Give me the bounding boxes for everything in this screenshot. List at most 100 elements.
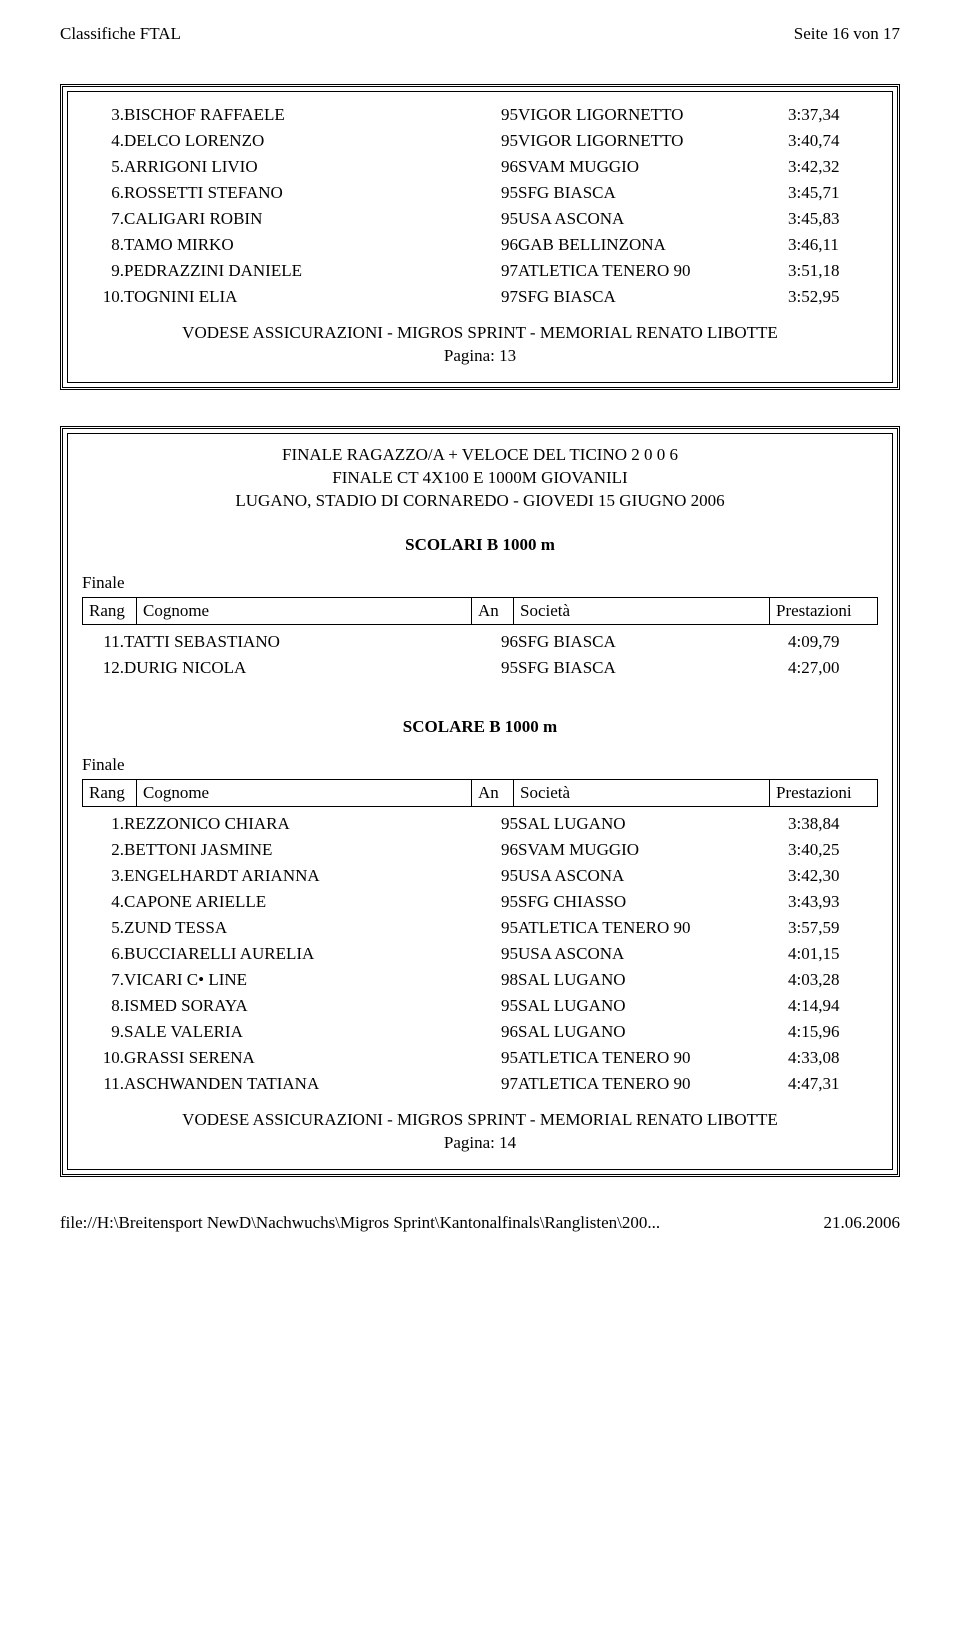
cell-an: 97 [470, 258, 518, 284]
results-tbody-3: 1.REZZONICO CHIARA95SAL LUGANO3:38,842.B… [82, 811, 878, 1097]
results-tbody-1: 3.BISCHOF RAFFAELE95VIGOR LIGORNETTO3:37… [82, 102, 878, 310]
cell-rank: 6. [82, 941, 124, 967]
cell-soc: GAB BELLINZONA [518, 232, 788, 258]
col-headers-row-2: Rang Cognome An Società Prestazioni [83, 779, 878, 806]
col-headers-2: Rang Cognome An Società Prestazioni [82, 779, 878, 807]
cell-an: 98 [470, 967, 518, 993]
results-frame-1-inner: 3.BISCHOF RAFFAELE95VIGOR LIGORNETTO3:37… [67, 91, 893, 383]
event-header: FINALE RAGAZZO/A + VELOCE DEL TICINO 2 0… [82, 444, 878, 513]
header-left: Classifiche FTAL [60, 24, 181, 44]
results-frame-1: 3.BISCHOF RAFFAELE95VIGOR LIGORNETTO3:37… [60, 84, 900, 390]
cell-name: ISMED SORAYA [124, 993, 470, 1019]
sponsor-line-2a: VODESE ASSICURAZIONI - MIGROS SPRINT - M… [82, 1109, 878, 1132]
cell-an: 95 [470, 993, 518, 1019]
result-row: 4.DELCO LORENZO95VIGOR LIGORNETTO3:40,74 [82, 128, 878, 154]
cell-name: REZZONICO CHIARA [124, 811, 470, 837]
cell-soc: SAL LUGANO [518, 993, 788, 1019]
col-rang: Rang [83, 779, 137, 806]
spacer [82, 681, 878, 707]
header-right: Seite 16 von 17 [794, 24, 900, 44]
cell-prest: 3:40,25 [788, 837, 878, 863]
cell-soc: SAL LUGANO [518, 967, 788, 993]
cell-prest: 3:45,83 [788, 206, 878, 232]
result-row: 10.GRASSI SERENA95ATLETICA TENERO 904:33… [82, 1045, 878, 1071]
cell-soc: ATLETICA TENERO 90 [518, 915, 788, 941]
cell-name: BETTONI JASMINE [124, 837, 470, 863]
cell-an: 95 [470, 1045, 518, 1071]
results-frame-2-inner: FINALE RAGAZZO/A + VELOCE DEL TICINO 2 0… [67, 433, 893, 1170]
result-row: 10.TOGNINI ELIA97SFG BIASCA3:52,95 [82, 284, 878, 310]
result-row: 7.VICARI C• LINE98SAL LUGANO4:03,28 [82, 967, 878, 993]
finale-label-1: Finale [82, 573, 878, 593]
cell-rank: 12. [82, 655, 124, 681]
cell-rank: 6. [82, 180, 124, 206]
cell-prest: 3:45,71 [788, 180, 878, 206]
result-row: 11.TATTI SEBASTIANO96SFG BIASCA4:09,79 [82, 629, 878, 655]
cell-soc: SAL LUGANO [518, 811, 788, 837]
cell-rank: 7. [82, 967, 124, 993]
cell-soc: ATLETICA TENERO 90 [518, 1071, 788, 1097]
cell-name: DURIG NICOLA [124, 655, 470, 681]
cell-prest: 3:42,32 [788, 154, 878, 180]
result-row: 3.BISCHOF RAFFAELE95VIGOR LIGORNETTO3:37… [82, 102, 878, 128]
cell-soc: SVAM MUGGIO [518, 837, 788, 863]
result-row: 8.ISMED SORAYA95SAL LUGANO4:14,94 [82, 993, 878, 1019]
cell-prest: 3:38,84 [788, 811, 878, 837]
cell-name: ZUND TESSA [124, 915, 470, 941]
cell-name: TOGNINI ELIA [124, 284, 470, 310]
cell-an: 95 [470, 889, 518, 915]
cell-name: TAMO MIRKO [124, 232, 470, 258]
event-line-3: LUGANO, STADIO DI CORNAREDO - GIOVEDI 15… [82, 490, 878, 513]
cell-an: 95 [470, 941, 518, 967]
footer-left: file://H:\Breitensport NewD\Nachwuchs\Mi… [60, 1213, 660, 1233]
cell-soc: ATLETICA TENERO 90 [518, 1045, 788, 1071]
result-row: 11.ASCHWANDEN TATIANA97ATLETICA TENERO 9… [82, 1071, 878, 1097]
footer-right: 21.06.2006 [824, 1213, 901, 1233]
cell-an: 96 [470, 232, 518, 258]
results-table-3: 1.REZZONICO CHIARA95SAL LUGANO3:38,842.B… [82, 811, 878, 1097]
cell-name: PEDRAZZINI DANIELE [124, 258, 470, 284]
category-title-1: SCOLARI B 1000 m [82, 535, 878, 555]
results-table-2: 11.TATTI SEBASTIANO96SFG BIASCA4:09,7912… [82, 629, 878, 681]
cell-an: 95 [470, 206, 518, 232]
cell-rank: 11. [82, 1071, 124, 1097]
result-row: 12.DURIG NICOLA95SFG BIASCA4:27,00 [82, 655, 878, 681]
event-line-2: FINALE CT 4X100 E 1000M GIOVANILI [82, 467, 878, 490]
cell-name: DELCO LORENZO [124, 128, 470, 154]
cell-prest: 4:01,15 [788, 941, 878, 967]
cell-name: TATTI SEBASTIANO [124, 629, 470, 655]
cell-name: ASCHWANDEN TATIANA [124, 1071, 470, 1097]
cell-an: 97 [470, 1071, 518, 1097]
sponsor-line-1b: Pagina: 13 [82, 345, 878, 368]
category-title-2: SCOLARE B 1000 m [82, 717, 878, 737]
cell-soc: USA ASCONA [518, 206, 788, 232]
cell-rank: 5. [82, 154, 124, 180]
cell-name: VICARI C• LINE [124, 967, 470, 993]
col-headers-row-1: Rang Cognome An Società Prestazioni [83, 597, 878, 624]
result-row: 2.BETTONI JASMINE96SVAM MUGGIO3:40,25 [82, 837, 878, 863]
cell-soc: SFG BIASCA [518, 284, 788, 310]
cell-rank: 4. [82, 889, 124, 915]
col-an: An [472, 597, 514, 624]
cell-prest: 4:03,28 [788, 967, 878, 993]
cell-an: 95 [470, 863, 518, 889]
result-row: 4.CAPONE ARIELLE95SFG CHIASSO3:43,93 [82, 889, 878, 915]
results-tbody-2: 11.TATTI SEBASTIANO96SFG BIASCA4:09,7912… [82, 629, 878, 681]
result-row: 3.ENGELHARDT ARIANNA95USA ASCONA3:42,30 [82, 863, 878, 889]
cell-prest: 4:09,79 [788, 629, 878, 655]
cell-name: CALIGARI ROBIN [124, 206, 470, 232]
cell-name: GRASSI SERENA [124, 1045, 470, 1071]
cell-rank: 10. [82, 1045, 124, 1071]
cell-soc: SVAM MUGGIO [518, 154, 788, 180]
col-an: An [472, 779, 514, 806]
cell-soc: ATLETICA TENERO 90 [518, 258, 788, 284]
result-row: 5.ARRIGONI LIVIO96SVAM MUGGIO3:42,32 [82, 154, 878, 180]
page: Classifiche FTAL Seite 16 von 17 3.BISCH… [0, 0, 960, 1273]
col-headers-1: Rang Cognome An Società Prestazioni [82, 597, 878, 625]
cell-an: 95 [470, 180, 518, 206]
cell-name: BISCHOF RAFFAELE [124, 102, 470, 128]
cell-soc: VIGOR LIGORNETTO [518, 102, 788, 128]
cell-rank: 5. [82, 915, 124, 941]
cell-rank: 3. [82, 102, 124, 128]
cell-prest: 3:52,95 [788, 284, 878, 310]
